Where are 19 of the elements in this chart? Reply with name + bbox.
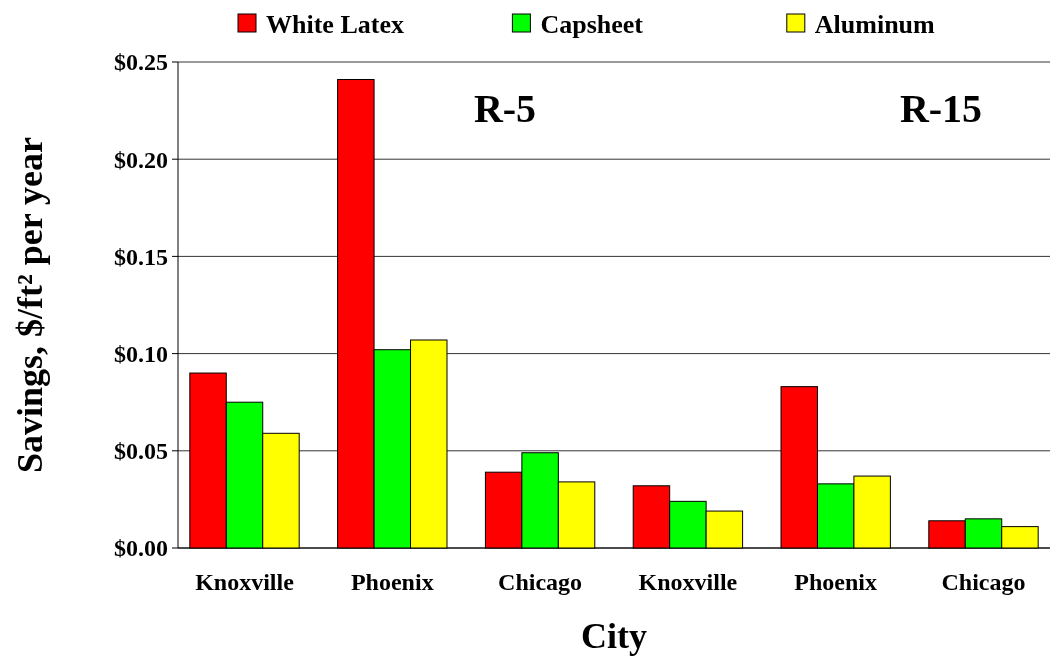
y-tick-label: $0.05 — [114, 438, 168, 465]
x-axis-title: City — [581, 616, 647, 656]
x-tick-label: Phoenix — [794, 569, 878, 595]
x-tick-label: Phoenix — [350, 569, 434, 595]
y-tick-label: $0.10 — [114, 341, 168, 367]
y-tick-label: $0.25 — [114, 49, 168, 76]
y-tick-label: $0.00 — [114, 535, 168, 562]
legend-label: Aluminum — [814, 10, 936, 40]
legend-label: White Latex — [266, 10, 404, 40]
annotation: R-5 — [473, 86, 537, 131]
x-tick-label: Knoxville — [195, 569, 295, 595]
x-tick-label: Chicago — [498, 569, 583, 595]
y-axis-title: Savings, $/ft² per year — [10, 136, 50, 474]
x-tick-label: Chicago — [941, 569, 1026, 595]
legend-label: Capsheet — [540, 10, 644, 40]
x-tick-label: Knoxville — [638, 569, 738, 595]
y-tick-label: $0.20 — [114, 146, 168, 173]
y-tick-label: $0.15 — [114, 243, 168, 270]
annotation: R-15 — [899, 86, 983, 131]
